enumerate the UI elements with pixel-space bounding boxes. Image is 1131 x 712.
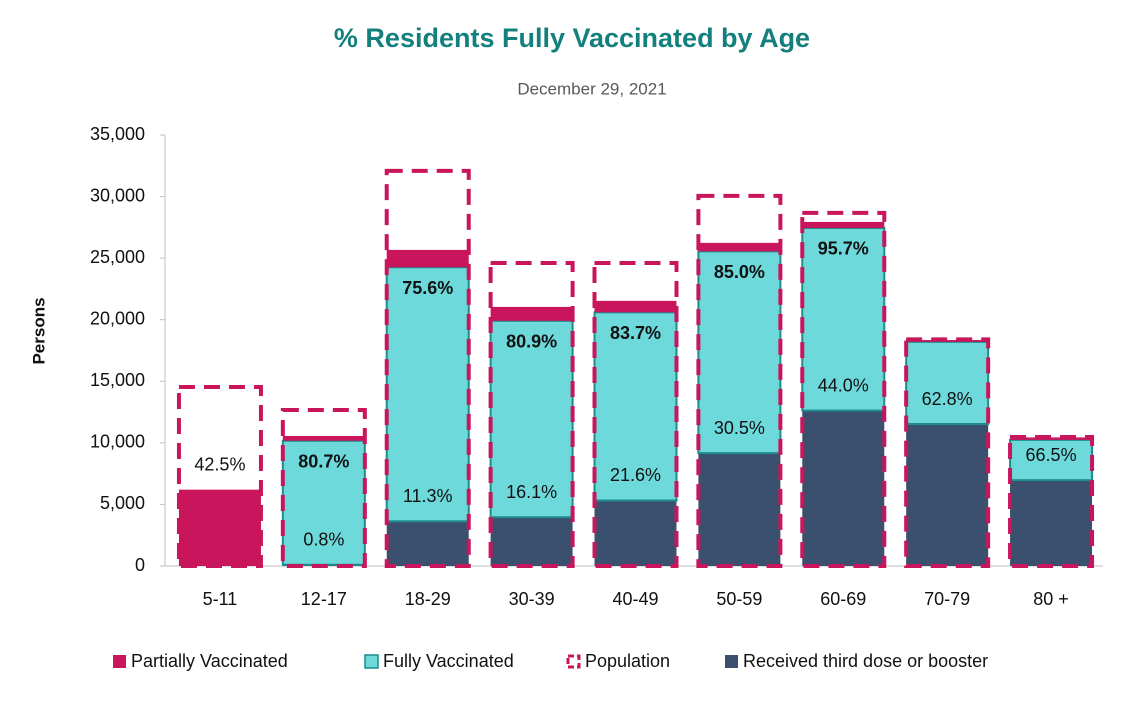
- bar-segment: [698, 242, 781, 252]
- x-tick-label: 5-11: [203, 589, 238, 609]
- x-tick-label: 12-17: [301, 589, 347, 609]
- bar-segment: [594, 300, 677, 313]
- legend-swatch: [364, 654, 379, 669]
- bar-segment: [490, 517, 573, 566]
- population-outline: [1008, 434, 1095, 568]
- data-label: 62.8%: [922, 389, 973, 409]
- x-tick-label: 30-39: [509, 589, 555, 609]
- bar-segment: [802, 221, 885, 228]
- population-outline: [904, 337, 991, 568]
- data-label: 75.6%: [402, 278, 453, 298]
- chart-subtitle: December 29, 2021: [517, 79, 666, 98]
- y-tick-label: 20,000: [90, 308, 145, 328]
- x-tick-label: 80 +: [1033, 589, 1069, 609]
- y-tick-label: 30,000: [90, 185, 145, 205]
- bar-segment: [490, 306, 573, 321]
- data-label: 0.8%: [303, 530, 344, 550]
- population-outline: [176, 384, 263, 568]
- y-tick-label: 0: [135, 555, 145, 575]
- legend-label: Fully Vaccinated: [383, 651, 514, 671]
- x-tick-label: 70-79: [924, 589, 970, 609]
- bar-segment: [281, 439, 366, 566]
- data-label: 66.5%: [1026, 445, 1077, 465]
- x-tick-label: 60-69: [820, 589, 866, 609]
- bar-segment: [282, 435, 365, 441]
- chart-title: % Residents Fully Vaccinated by Age: [334, 23, 810, 53]
- data-label: 83.7%: [610, 323, 661, 343]
- bar-segment: [594, 500, 677, 566]
- y-axis-label: Persons: [29, 297, 48, 364]
- data-label: 95.7%: [818, 239, 869, 259]
- data-label: 80.9%: [506, 332, 557, 352]
- y-tick-label: 5,000: [100, 493, 145, 513]
- legend-label: Population: [585, 651, 670, 671]
- population-outline: [696, 193, 783, 568]
- x-tick-label: 50-59: [716, 589, 762, 609]
- data-label: 42.5%: [194, 454, 245, 474]
- legend-swatch: [566, 654, 581, 669]
- bar-segment: [802, 410, 885, 566]
- bar-segment: [178, 489, 261, 566]
- bar-segment: [906, 424, 989, 566]
- bar-segment: [697, 250, 782, 455]
- bar-segment: [905, 340, 990, 426]
- population-outline: [384, 168, 471, 568]
- y-tick-label: 10,000: [90, 432, 145, 452]
- legend-swatch: [725, 655, 738, 668]
- y-tick-label: 25,000: [90, 247, 145, 267]
- bar-segment: [386, 249, 469, 268]
- population-outline: [488, 260, 575, 568]
- data-label: 44.0%: [818, 375, 869, 395]
- data-label: 30.5%: [714, 418, 765, 438]
- legend-label: Received third dose or booster: [743, 651, 988, 671]
- y-tick-label: 15,000: [90, 370, 145, 390]
- data-label: 85.0%: [714, 262, 765, 282]
- population-outline: [592, 260, 679, 568]
- legend-swatch: [113, 655, 126, 668]
- bar-segment: [385, 266, 470, 523]
- data-label: 11.3%: [403, 486, 453, 506]
- data-label: 16.1%: [506, 482, 557, 502]
- y-tick-label: 35,000: [90, 124, 145, 144]
- population-outline: [800, 210, 887, 568]
- bar-segment: [1010, 480, 1093, 566]
- x-tick-label: 40-49: [612, 589, 658, 609]
- x-tick-label: 18-29: [405, 589, 451, 609]
- population-outline: [280, 407, 367, 568]
- legend-label: Partially Vaccinated: [131, 651, 288, 671]
- bar-segment: [386, 521, 469, 566]
- bar-segment: [698, 453, 781, 566]
- data-label: 21.6%: [610, 465, 661, 485]
- data-label: 80.7%: [298, 452, 349, 472]
